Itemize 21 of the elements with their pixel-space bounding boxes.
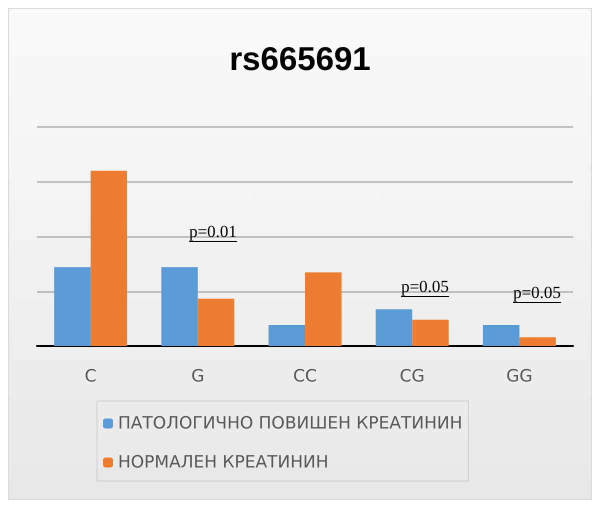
x-tick-label: GG bbox=[506, 366, 533, 386]
bar bbox=[519, 337, 556, 346]
bar bbox=[54, 267, 91, 346]
bar bbox=[268, 324, 305, 346]
chart-title: rs665691 bbox=[229, 40, 371, 77]
bar bbox=[305, 272, 342, 346]
x-tick-label: CC bbox=[293, 366, 317, 386]
annotation: p=0.05 bbox=[401, 277, 449, 297]
bar bbox=[482, 324, 520, 346]
legend-label: НОРМАЛЕН КРЕАТИНИН bbox=[118, 452, 328, 472]
annotation: p=0.05 bbox=[513, 283, 561, 303]
bar bbox=[198, 298, 234, 346]
x-tick-label: C bbox=[84, 366, 97, 386]
annotation: p=0.01 bbox=[189, 222, 237, 242]
x-tick-label: G bbox=[191, 366, 204, 386]
legend-label: ПАТОЛОГИЧНО ПОВИШЕН КРЕАТИНИН bbox=[118, 414, 462, 434]
bar bbox=[161, 267, 198, 346]
bar bbox=[376, 309, 412, 346]
bar bbox=[90, 170, 128, 346]
x-tick-label: CG bbox=[400, 366, 425, 386]
bar bbox=[412, 320, 449, 346]
